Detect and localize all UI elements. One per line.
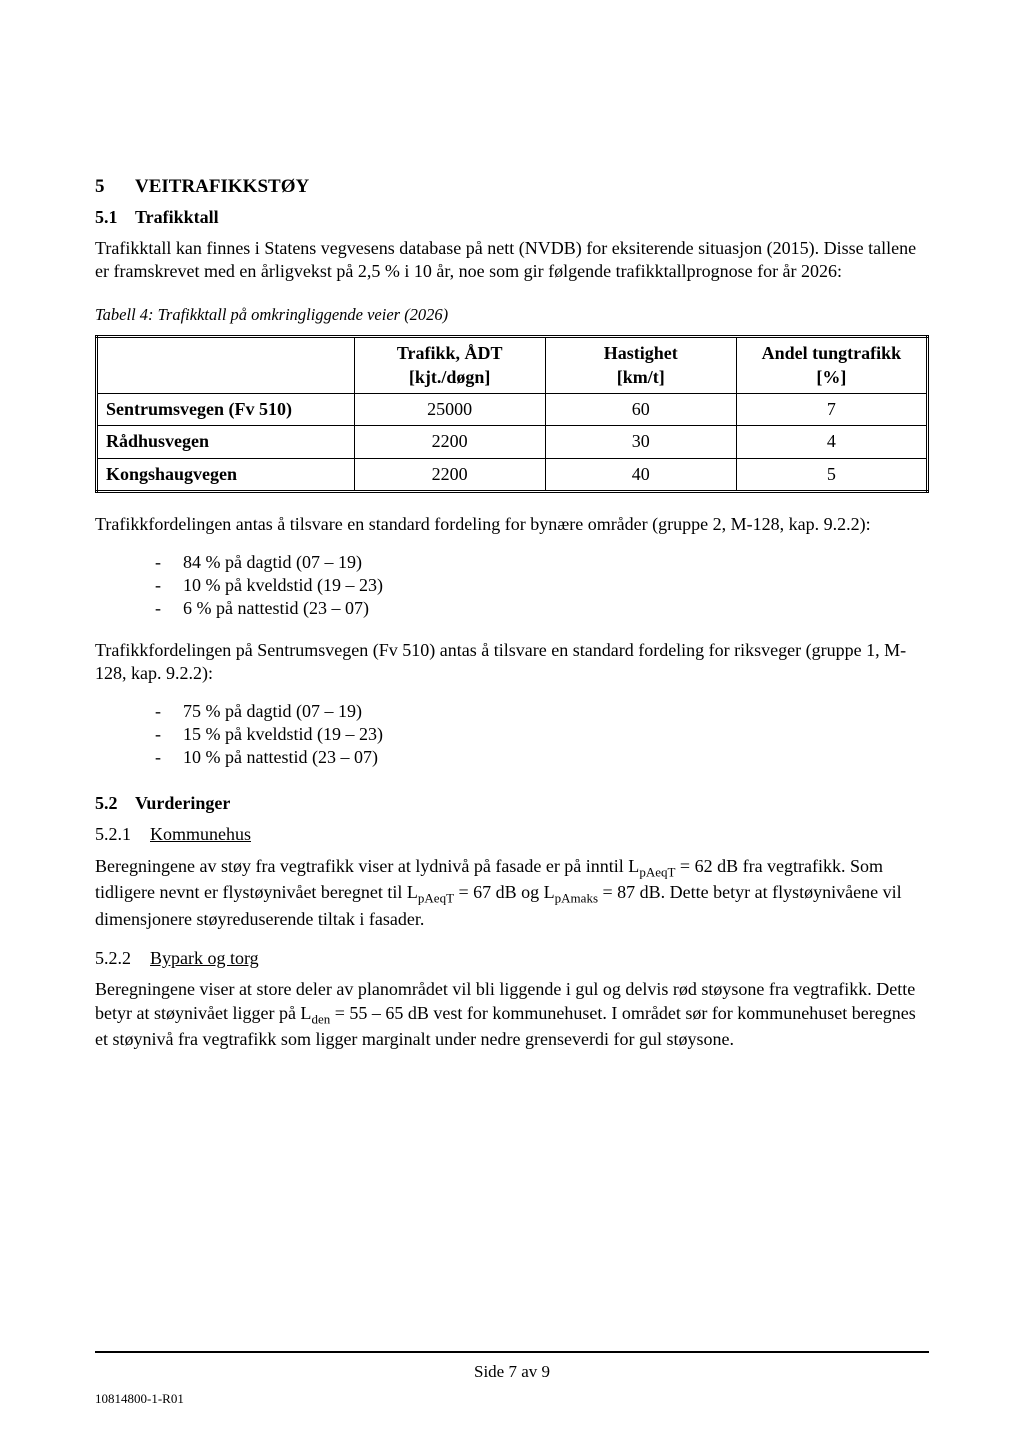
table-cell: Kongshaugvegen xyxy=(97,458,355,491)
heading-5-2-2: 5.2.2 Bypark og torg xyxy=(95,947,929,970)
document-page: 5 VEITRAFIKKSTØY 5.1 Trafikktall Trafikk… xyxy=(0,0,1024,1448)
heading-5-2-1: 5.2.1 Kommunehus xyxy=(95,823,929,846)
table-4-header-cell xyxy=(97,337,355,394)
list-item: 10 % på kveldstid (19 – 23) xyxy=(155,574,929,597)
table-cell: 2200 xyxy=(354,458,545,491)
table-4-caption: Tabell 4: Trafikktall på omkringliggende… xyxy=(95,304,929,325)
table-row: Rådhusvegen2200304 xyxy=(97,426,928,458)
table-cell: Sentrumsvegen (Fv 510) xyxy=(97,394,355,426)
heading-5: 5 VEITRAFIKKSTØY xyxy=(95,175,929,200)
heading-5-1-num: 5.1 xyxy=(95,206,135,229)
para-5-1-dist1: Trafikkfordelingen antas å tilsvare en s… xyxy=(95,513,929,536)
table-cell: 2200 xyxy=(354,426,545,458)
table-row: Kongshaugvegen2200405 xyxy=(97,458,928,491)
para-5-2-1: Beregningene av støy fra vegtrafikk vise… xyxy=(95,855,929,931)
list-dist1: 84 % på dagtid (07 – 19)10 % på kveldsti… xyxy=(155,551,929,621)
table-4-header-cell: Andel tungtrafikk[%] xyxy=(736,337,927,394)
table-cell: 4 xyxy=(736,426,927,458)
heading-5-num: 5 xyxy=(95,175,135,200)
table-4: Trafikk, ÅDT[kjt./døgn]Hastighet[km/t]An… xyxy=(95,335,929,493)
heading-5-2-1-title: Kommunehus xyxy=(150,823,251,846)
footer-rule xyxy=(95,1351,929,1353)
list-item: 15 % på kveldstid (19 – 23) xyxy=(155,723,929,746)
table-row: Sentrumsvegen (Fv 510)25000607 xyxy=(97,394,928,426)
table-cell: 5 xyxy=(736,458,927,491)
heading-5-1-title: Trafikktall xyxy=(135,206,219,229)
footer-page-number: Side 7 av 9 xyxy=(0,1361,1024,1383)
list-item: 6 % på nattestid (23 – 07) xyxy=(155,597,929,620)
heading-5-title: VEITRAFIKKSTØY xyxy=(135,175,309,200)
para-5-1-intro: Trafikktall kan finnes i Statens vegvese… xyxy=(95,237,929,284)
list-item: 84 % på dagtid (07 – 19) xyxy=(155,551,929,574)
heading-5-1: 5.1 Trafikktall xyxy=(95,206,929,229)
table-cell: 30 xyxy=(545,426,736,458)
table-cell: 7 xyxy=(736,394,927,426)
heading-5-2-2-title: Bypark og torg xyxy=(150,947,259,970)
heading-5-2: 5.2 Vurderinger xyxy=(95,792,929,815)
table-4-header-cell: Trafikk, ÅDT[kjt./døgn] xyxy=(354,337,545,394)
heading-5-2-2-num: 5.2.2 xyxy=(95,947,150,970)
table-4-head: Trafikk, ÅDT[kjt./døgn]Hastighet[km/t]An… xyxy=(97,337,928,394)
heading-5-2-1-num: 5.2.1 xyxy=(95,823,150,846)
heading-5-2-num: 5.2 xyxy=(95,792,135,815)
footer-doc-id: 10814800-1-R01 xyxy=(95,1391,184,1408)
heading-5-2-title: Vurderinger xyxy=(135,792,230,815)
list-item: 75 % på dagtid (07 – 19) xyxy=(155,700,929,723)
list-dist2: 75 % på dagtid (07 – 19)15 % på kveldsti… xyxy=(155,700,929,770)
table-4-body: Sentrumsvegen (Fv 510)25000607Rådhusvege… xyxy=(97,394,928,492)
list-item: 10 % på nattestid (23 – 07) xyxy=(155,746,929,769)
table-cell: 25000 xyxy=(354,394,545,426)
para-5-2-2: Beregningene viser at store deler av pla… xyxy=(95,978,929,1051)
table-cell: Rådhusvegen xyxy=(97,426,355,458)
table-cell: 40 xyxy=(545,458,736,491)
para-5-1-dist2: Trafikkfordelingen på Sentrumsvegen (Fv … xyxy=(95,639,929,686)
table-cell: 60 xyxy=(545,394,736,426)
table-4-header-cell: Hastighet[km/t] xyxy=(545,337,736,394)
